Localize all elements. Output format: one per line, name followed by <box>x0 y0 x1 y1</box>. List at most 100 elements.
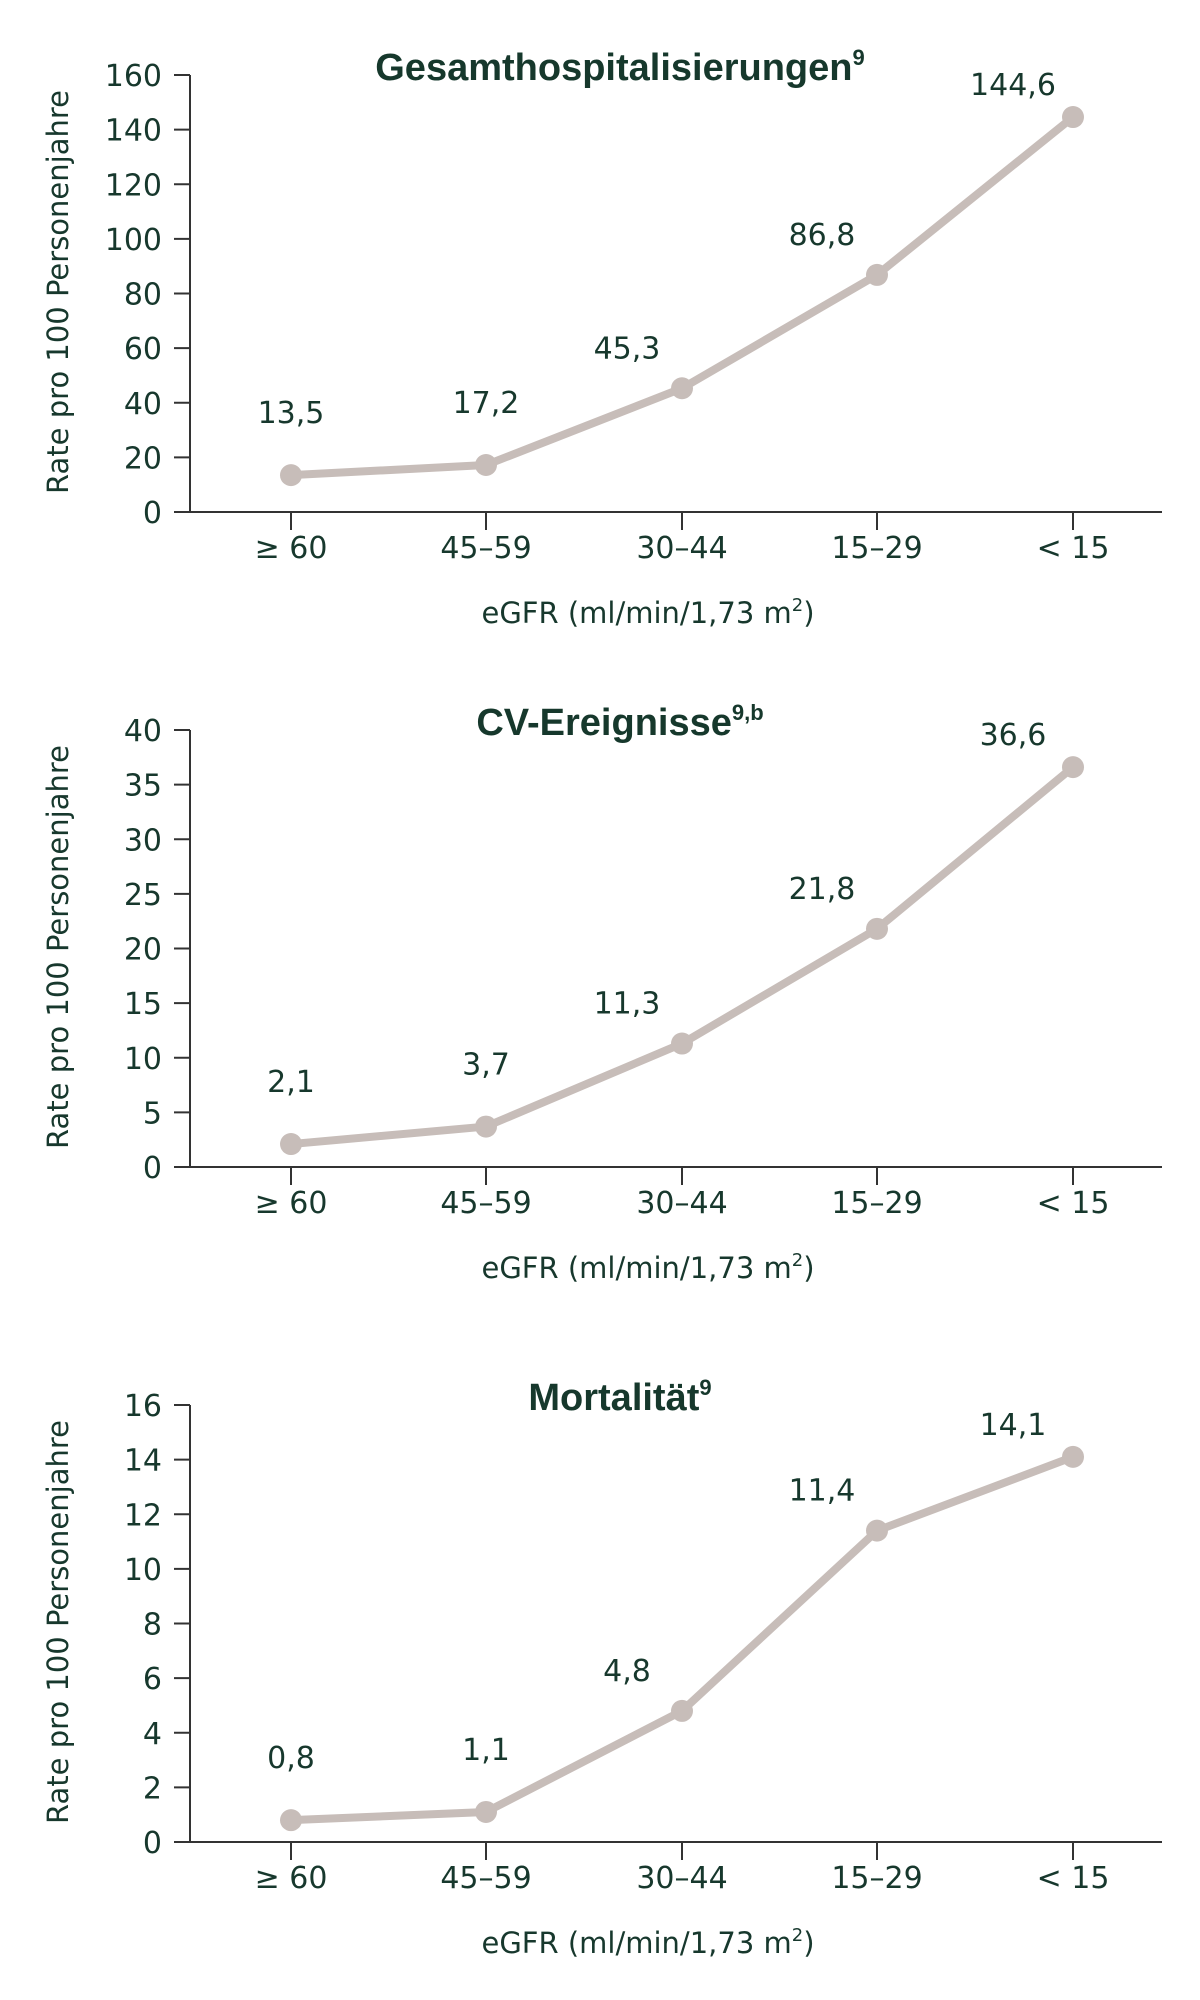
chart-svg: Mortalität9 Rate pro 100 Personenjahre e… <box>41 1375 1162 1960</box>
series-line <box>287 113 1077 480</box>
x-tick-label: 45–59 <box>440 1186 531 1221</box>
data-point <box>671 377 693 400</box>
data-series <box>280 106 1084 487</box>
y-tick-label: 30 <box>124 823 162 858</box>
y-axis-label: Rate pro 100 Personenjahre <box>41 1420 75 1824</box>
data-point <box>475 1800 497 1823</box>
y-tick-label: 25 <box>124 878 162 913</box>
data-series <box>280 756 1084 1156</box>
y-tick-label: 20 <box>124 933 162 968</box>
chart-title-text: Mortalität <box>528 1377 699 1419</box>
data-point <box>671 1032 693 1055</box>
data-labels: 0,8 1,1 4,8 11,4 14,1 <box>267 1408 1046 1776</box>
x-tick-label: ≥ 60 <box>255 1861 328 1896</box>
chart-panel-gesamthospitalisierungen: Gesamthospitalisierungen9 Rate pro 100 P… <box>0 0 1200 660</box>
x-tick-label: 15–29 <box>831 1861 922 1896</box>
data-point <box>280 1133 302 1156</box>
data-label: 86,8 <box>789 218 856 253</box>
data-label: 11,4 <box>789 1474 856 1509</box>
y-tick-label: 35 <box>124 769 162 804</box>
data-series <box>280 1445 1084 1832</box>
data-point <box>280 464 302 487</box>
x-tick-label: 45–59 <box>440 531 531 566</box>
chart-panel-mortalitaet: Mortalität9 Rate pro 100 Personenjahre e… <box>0 1330 1200 2000</box>
chart-title: Gesamthospitalisierungen9 <box>375 45 864 89</box>
data-labels: 13,5 17,2 45,3 86,8 144,6 <box>258 68 1056 431</box>
x-ticks: ≥ 60 45–59 30–44 15–29 < 15 <box>255 1842 1110 1896</box>
x-axis-label-suffix: ) <box>803 596 814 630</box>
x-axis-label-superscript: 2 <box>792 1250 803 1271</box>
x-tick-label: 30–44 <box>636 1861 727 1896</box>
data-point <box>475 454 497 477</box>
x-tick-label: 45–59 <box>440 1861 531 1896</box>
x-axis-label-superscript: 2 <box>792 595 803 616</box>
y-tick-label: 60 <box>124 332 162 367</box>
chart-title-superscript: 9,b <box>732 700 764 725</box>
y-tick-label: 40 <box>124 714 162 749</box>
data-label: 0,8 <box>267 1741 315 1776</box>
x-tick-label: ≥ 60 <box>255 531 328 566</box>
y-tick-label: 20 <box>124 441 162 476</box>
y-tick-label: 15 <box>124 987 162 1022</box>
data-point <box>1062 1445 1084 1468</box>
x-axis-label-superscript: 2 <box>792 1925 803 1946</box>
chart-title-superscript: 9 <box>699 1375 711 1400</box>
y-tick-label: 160 <box>105 59 162 94</box>
chart-panel-cv-ereignisse: CV-Ereignisse9,b Rate pro 100 Personenja… <box>0 655 1200 1315</box>
x-ticks: ≥ 60 45–59 30–44 15–29 < 15 <box>255 512 1110 566</box>
y-tick-label: 2 <box>143 1771 162 1806</box>
x-axis-label-text: eGFR (ml/min/1,73 m <box>481 1926 791 1960</box>
y-axis-label: Rate pro 100 Personenjahre <box>41 90 75 494</box>
data-label: 17,2 <box>453 386 520 421</box>
data-label: 21,8 <box>789 872 856 907</box>
chart-title-superscript: 9 <box>852 45 864 70</box>
x-tick-label: 15–29 <box>831 1186 922 1221</box>
data-label: 45,3 <box>594 331 661 366</box>
data-labels: 2,1 3,7 11,3 21,8 36,6 <box>267 718 1046 1100</box>
data-label: 13,5 <box>258 396 325 431</box>
x-axis-label-text: eGFR (ml/min/1,73 m <box>481 596 791 630</box>
x-axis-label: eGFR (ml/min/1,73 m2) <box>481 595 814 630</box>
chart-title: CV-Ereignisse9,b <box>476 700 763 744</box>
data-label: 4,8 <box>603 1654 651 1689</box>
y-tick-label: 120 <box>105 168 162 203</box>
data-label: 11,3 <box>594 987 661 1022</box>
data-point <box>1062 106 1084 129</box>
x-axis-label-text: eGFR (ml/min/1,73 m <box>481 1251 791 1285</box>
data-label: 14,1 <box>980 1408 1047 1443</box>
x-tick-label: 30–44 <box>636 1186 727 1221</box>
y-tick-label: 100 <box>105 223 162 258</box>
data-point <box>280 1809 302 1832</box>
y-tick-label: 0 <box>143 496 162 531</box>
y-tick-label: 10 <box>124 1553 162 1588</box>
x-tick-label: ≥ 60 <box>255 1186 328 1221</box>
x-tick-label: 30–44 <box>636 531 727 566</box>
y-tick-label: 16 <box>124 1389 162 1424</box>
x-axis-label: eGFR (ml/min/1,73 m2) <box>481 1250 814 1285</box>
chart-svg: CV-Ereignisse9,b Rate pro 100 Personenja… <box>41 700 1162 1285</box>
y-tick-label: 8 <box>143 1608 162 1643</box>
series-line <box>287 763 1077 1149</box>
x-tick-label: < 15 <box>1037 1861 1110 1896</box>
data-point <box>1062 756 1084 779</box>
y-tick-label: 14 <box>124 1444 162 1479</box>
data-point <box>866 1519 888 1542</box>
chart-title: Mortalität9 <box>528 1375 711 1419</box>
chart-title-text: Gesamthospitalisierungen <box>375 47 852 89</box>
data-point <box>866 263 888 286</box>
x-axis-label-suffix: ) <box>803 1251 814 1285</box>
y-axis-label: Rate pro 100 Personenjahre <box>41 745 75 1149</box>
data-label: 3,7 <box>462 1048 510 1083</box>
data-point <box>866 917 888 940</box>
data-label: 2,1 <box>267 1065 315 1100</box>
x-tick-label: < 15 <box>1037 531 1110 566</box>
x-axis-label: eGFR (ml/min/1,73 m2) <box>481 1925 814 1960</box>
data-label: 36,6 <box>980 718 1047 753</box>
data-label: 1,1 <box>462 1733 510 1768</box>
x-ticks: ≥ 60 45–59 30–44 15–29 < 15 <box>255 1167 1109 1221</box>
x-axis-label-suffix: ) <box>803 1926 814 1960</box>
data-point <box>475 1115 497 1138</box>
y-tick-label: 0 <box>143 1826 162 1861</box>
y-tick-label: 80 <box>124 278 162 313</box>
y-tick-label: 0 <box>143 1151 162 1186</box>
